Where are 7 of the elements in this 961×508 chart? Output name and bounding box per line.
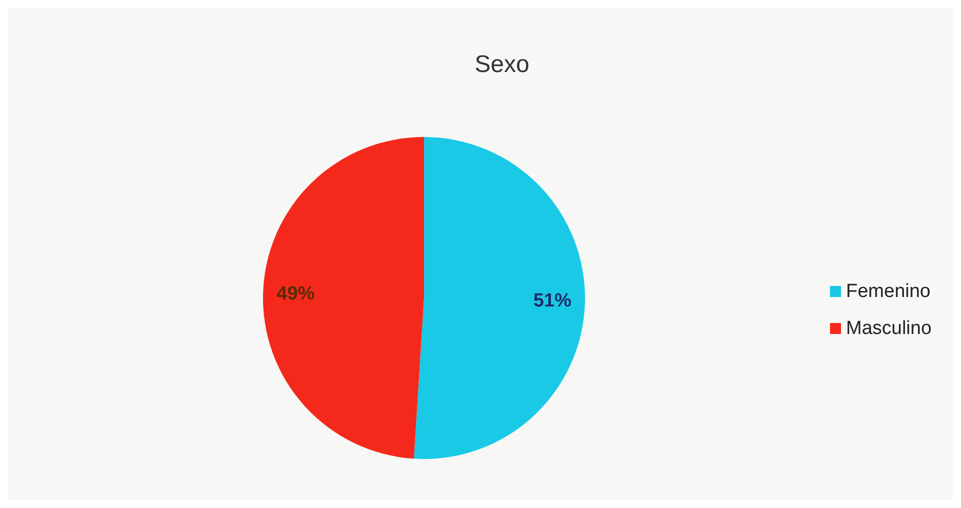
legend-label: Femenino <box>846 281 930 302</box>
data-label: 51% <box>533 290 572 312</box>
pie-slice <box>263 137 424 459</box>
pie-slice <box>414 137 585 459</box>
legend-label: Masculino <box>846 318 932 340</box>
data-label: 49% <box>276 283 315 304</box>
chart-title: Sexo <box>474 51 530 78</box>
